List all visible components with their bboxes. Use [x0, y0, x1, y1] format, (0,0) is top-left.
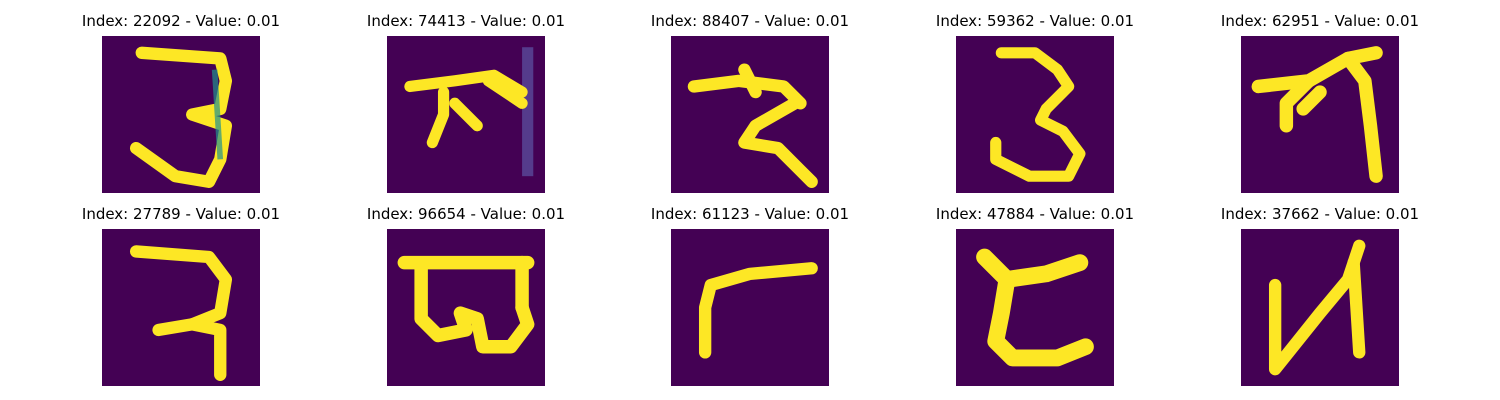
panel-title: Index: 47884 - Value: 0.01 — [935, 205, 1135, 223]
panel-5: Index: 62951 - Value: 0.01 — [1200, 11, 1440, 193]
panel-title: Index: 88407 - Value: 0.01 — [650, 12, 850, 30]
panel-title: Index: 22092 - Value: 0.01 — [81, 12, 281, 30]
digit-image — [1241, 229, 1399, 386]
panel-title: Index: 59362 - Value: 0.01 — [935, 12, 1135, 30]
digit-image — [102, 229, 260, 386]
panel-title: Index: 61123 - Value: 0.01 — [650, 205, 850, 223]
digit-image — [671, 36, 829, 193]
digit-image — [1241, 36, 1399, 193]
panel-title: Index: 37662 - Value: 0.01 — [1220, 205, 1420, 223]
digit-image — [387, 36, 545, 193]
panel-title: Index: 96654 - Value: 0.01 — [366, 205, 566, 223]
digit-image — [956, 36, 1114, 193]
digit-image — [102, 36, 260, 193]
panel-7: Index: 96654 - Value: 0.01 — [346, 204, 586, 386]
panel-8: Index: 61123 - Value: 0.01 — [630, 204, 870, 386]
panel-title: Index: 74413 - Value: 0.01 — [366, 12, 566, 30]
panel-3: Index: 88407 - Value: 0.01 — [630, 11, 870, 193]
panel-2: Index: 74413 - Value: 0.01 — [346, 11, 586, 193]
panel-6: Index: 27789 - Value: 0.01 — [61, 204, 301, 386]
digit-image — [671, 229, 829, 386]
panel-1: Index: 22092 - Value: 0.01 — [61, 11, 301, 193]
panel-9: Index: 47884 - Value: 0.01 — [915, 204, 1155, 386]
panel-title: Index: 62951 - Value: 0.01 — [1220, 12, 1420, 30]
digit-image — [387, 229, 545, 386]
panel-10: Index: 37662 - Value: 0.01 — [1200, 204, 1440, 386]
panel-title: Index: 27789 - Value: 0.01 — [81, 205, 281, 223]
digit-image — [956, 229, 1114, 386]
panel-4: Index: 59362 - Value: 0.01 — [915, 11, 1155, 193]
